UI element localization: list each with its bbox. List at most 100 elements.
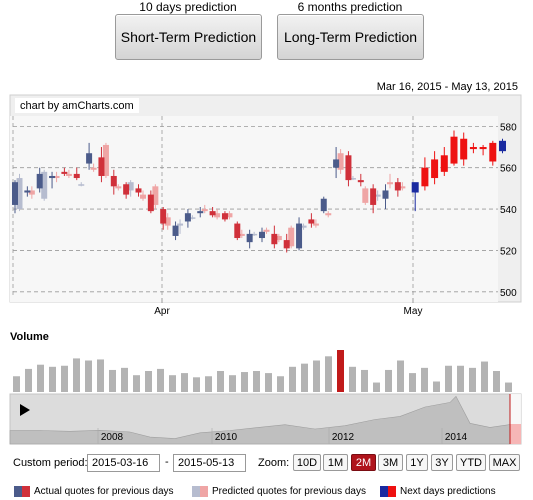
actual-candle[interactable] bbox=[259, 231, 265, 239]
actual-candle[interactable] bbox=[370, 188, 377, 205]
long-term-prediction-button[interactable]: Long-Term Prediction bbox=[277, 14, 424, 60]
predicted-candle[interactable] bbox=[152, 186, 159, 205]
actual-candle[interactable] bbox=[49, 175, 56, 179]
predicted-candle[interactable] bbox=[288, 227, 295, 247]
actual-candle[interactable] bbox=[24, 190, 31, 193]
actual-candle[interactable] bbox=[98, 157, 105, 176]
actual-candle[interactable] bbox=[308, 219, 315, 224]
predicted-candle[interactable] bbox=[349, 178, 356, 180]
zoom-3y-button[interactable]: 3Y bbox=[431, 454, 453, 471]
predicted-candle[interactable] bbox=[102, 144, 109, 176]
actual-candle[interactable] bbox=[197, 211, 204, 214]
predicted-candle[interactable] bbox=[140, 194, 146, 199]
volume-bar bbox=[61, 365, 68, 392]
y-tick-label: 540 bbox=[500, 205, 517, 216]
predicted-candle[interactable] bbox=[115, 186, 122, 189]
predicted-candle[interactable] bbox=[189, 217, 196, 219]
actual-candle[interactable] bbox=[394, 182, 401, 191]
period-from-input[interactable] bbox=[87, 454, 160, 472]
volume-bar bbox=[289, 366, 296, 392]
next-candle[interactable] bbox=[450, 136, 458, 164]
next-candle[interactable] bbox=[421, 167, 429, 187]
volume-bar bbox=[469, 367, 476, 392]
volume-bar bbox=[361, 369, 368, 392]
actual-candle[interactable] bbox=[296, 223, 303, 249]
actual-candle[interactable] bbox=[86, 153, 93, 164]
next-candle[interactable] bbox=[479, 147, 487, 150]
navigator-selection[interactable] bbox=[510, 394, 521, 444]
legend-actual[interactable]: Actual quotes for previous days bbox=[14, 486, 174, 497]
zoom-2m-button[interactable]: 2M bbox=[351, 454, 376, 471]
predicted-candle[interactable] bbox=[41, 171, 48, 199]
predicted-candle[interactable] bbox=[263, 229, 270, 232]
predicted-candle[interactable] bbox=[164, 217, 171, 226]
predicted-candle[interactable] bbox=[325, 213, 332, 216]
next-candle[interactable] bbox=[489, 142, 497, 162]
predicted-candle[interactable] bbox=[312, 223, 319, 226]
predicted-candle[interactable] bbox=[300, 225, 307, 228]
period-to-input[interactable] bbox=[173, 454, 246, 472]
next-candle[interactable] bbox=[499, 140, 506, 152]
actual-candle[interactable] bbox=[73, 173, 80, 179]
volume-bar bbox=[421, 367, 428, 392]
zoom-1y-button[interactable]: 1Y bbox=[406, 454, 428, 471]
predicted-candle[interactable] bbox=[374, 194, 381, 197]
actual-candle[interactable] bbox=[110, 175, 117, 187]
predicted-candle[interactable] bbox=[65, 173, 72, 176]
predicted-candle[interactable] bbox=[251, 233, 258, 236]
actual-candle[interactable] bbox=[271, 233, 278, 245]
actual-candle[interactable] bbox=[209, 211, 216, 216]
predicted-candle[interactable] bbox=[177, 223, 184, 226]
zoom-1m-button[interactable]: 1M bbox=[323, 454, 348, 471]
actual-candle[interactable] bbox=[36, 173, 43, 189]
next-candle[interactable] bbox=[440, 155, 448, 172]
short-term-prediction-button[interactable]: Short-Term Prediction bbox=[115, 14, 262, 60]
actual-candle[interactable] bbox=[12, 182, 18, 205]
zoom-label: Zoom: bbox=[258, 457, 290, 469]
actual-candle[interactable] bbox=[234, 223, 241, 239]
chart-credit[interactable]: chart by amCharts.com bbox=[20, 100, 134, 112]
next-candle[interactable] bbox=[411, 182, 419, 193]
actual-candle[interactable] bbox=[221, 213, 228, 220]
predicted-candle[interactable] bbox=[275, 235, 282, 241]
next-candle[interactable] bbox=[460, 138, 468, 160]
legend-predicted[interactable]: Predicted quotes for previous days bbox=[192, 486, 366, 497]
actual-candle[interactable] bbox=[345, 155, 352, 181]
predicted-candle[interactable] bbox=[399, 186, 406, 189]
predicted-candle[interactable] bbox=[201, 209, 208, 212]
actual-candle[interactable] bbox=[160, 209, 167, 224]
zoom-3m-button[interactable]: 3M bbox=[378, 454, 403, 471]
next-candle[interactable] bbox=[431, 159, 439, 179]
actual-candle[interactable] bbox=[184, 213, 191, 222]
predicted-candle[interactable] bbox=[78, 184, 85, 186]
predicted-candle[interactable] bbox=[226, 213, 233, 218]
zoom-ytd-button[interactable]: YTD bbox=[456, 454, 486, 471]
predicted-candle[interactable] bbox=[214, 213, 221, 218]
play-icon[interactable] bbox=[20, 404, 30, 416]
legend-next[interactable]: Next days predictions bbox=[380, 486, 496, 497]
actual-candle[interactable] bbox=[123, 184, 130, 195]
actual-candle[interactable] bbox=[172, 225, 179, 236]
predicted-candle[interactable] bbox=[238, 233, 245, 236]
predicted-candle[interactable] bbox=[337, 153, 344, 170]
zoom-max-button[interactable]: MAX bbox=[489, 454, 520, 471]
predicted-candle[interactable] bbox=[28, 190, 35, 195]
actual-candle[interactable] bbox=[357, 180, 364, 183]
actual-candle[interactable] bbox=[382, 190, 389, 199]
predicted-candle[interactable] bbox=[387, 182, 393, 185]
next-candle[interactable] bbox=[469, 147, 477, 150]
actual-candle[interactable] bbox=[320, 198, 327, 212]
predicted-candle[interactable] bbox=[362, 188, 369, 203]
predicted-candle[interactable] bbox=[90, 167, 97, 170]
predicted-candle[interactable] bbox=[127, 182, 134, 191]
predicted-candle[interactable] bbox=[16, 178, 23, 210]
actual-candle[interactable] bbox=[246, 233, 253, 243]
actual-candle[interactable] bbox=[333, 159, 340, 168]
predicted-candle[interactable] bbox=[53, 175, 60, 179]
actual-candle[interactable] bbox=[135, 188, 142, 193]
actual-candle[interactable] bbox=[61, 171, 68, 174]
actual-candle[interactable] bbox=[283, 240, 290, 249]
zoom-10d-button[interactable]: 10D bbox=[293, 454, 321, 471]
actual-candle[interactable] bbox=[147, 194, 154, 212]
